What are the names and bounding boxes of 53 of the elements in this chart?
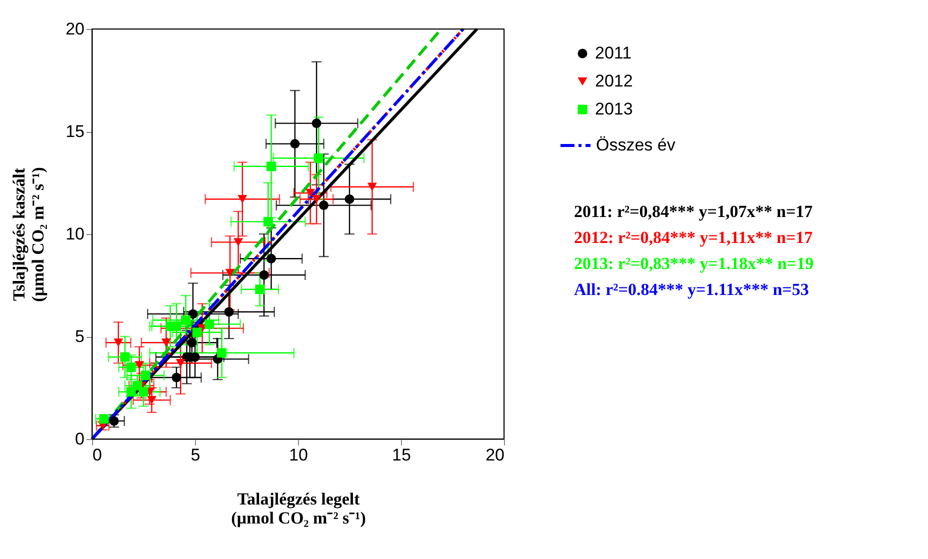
point [312,118,322,128]
point [319,200,328,210]
point [263,216,273,226]
legend-label: 2011 [595,44,632,62]
point [234,238,244,246]
point [120,352,130,362]
point [187,338,197,348]
point [192,328,202,338]
x-tick-label: 15 [392,446,411,464]
y-tick-label: 5 [75,327,84,346]
point [126,362,136,372]
y-tick-label: 20 [66,20,84,38]
point [188,309,198,319]
point [224,307,234,317]
point [132,380,142,390]
point [290,139,300,149]
point [306,188,316,198]
point [180,315,190,325]
text: 2013: r²=0,83*** y=1.18x** n=19 [574,254,814,273]
point [161,338,171,347]
y-tick-label: 10 [66,224,84,244]
point [266,254,276,264]
legend-label: Összes év [596,136,676,154]
point [238,195,248,204]
x-tick-label: 0 [92,446,102,464]
text: All: r²=0.84*** y=1.11x*** n=53 [574,280,809,299]
point [217,348,227,358]
x-tick-label: 5 [190,446,200,464]
point [314,153,324,163]
point [176,359,186,368]
point [140,370,150,380]
point [367,182,377,191]
y-tick-label: 15 [66,122,84,141]
point [266,162,276,172]
point [344,194,354,204]
point [172,372,182,382]
point [312,195,322,204]
legend-label: 2012 [595,72,633,90]
x-tick-label: 20 [486,446,504,464]
legend-label: 2013 [595,100,633,118]
point [225,268,235,278]
point [255,284,265,294]
y-tick-label: 0 [75,430,84,448]
text: 2011: r²=0,84*** y=1,07x** n=17 [574,202,814,221]
point [204,319,214,329]
point [259,270,269,280]
text: 2012: r²=0,84*** y=1,11x** n=17 [574,228,814,247]
x-axis-title: Talajlégzés legelt (µmol CO₂ m⁻² s⁻¹) [231,490,366,528]
point [146,396,156,404]
y-axis-title: Tslajlégzés kaszált (µmol CO₂ m⁻² s⁻¹) [10,167,48,302]
point [114,338,124,347]
x-tick-label: 10 [289,446,308,464]
point [134,361,144,370]
